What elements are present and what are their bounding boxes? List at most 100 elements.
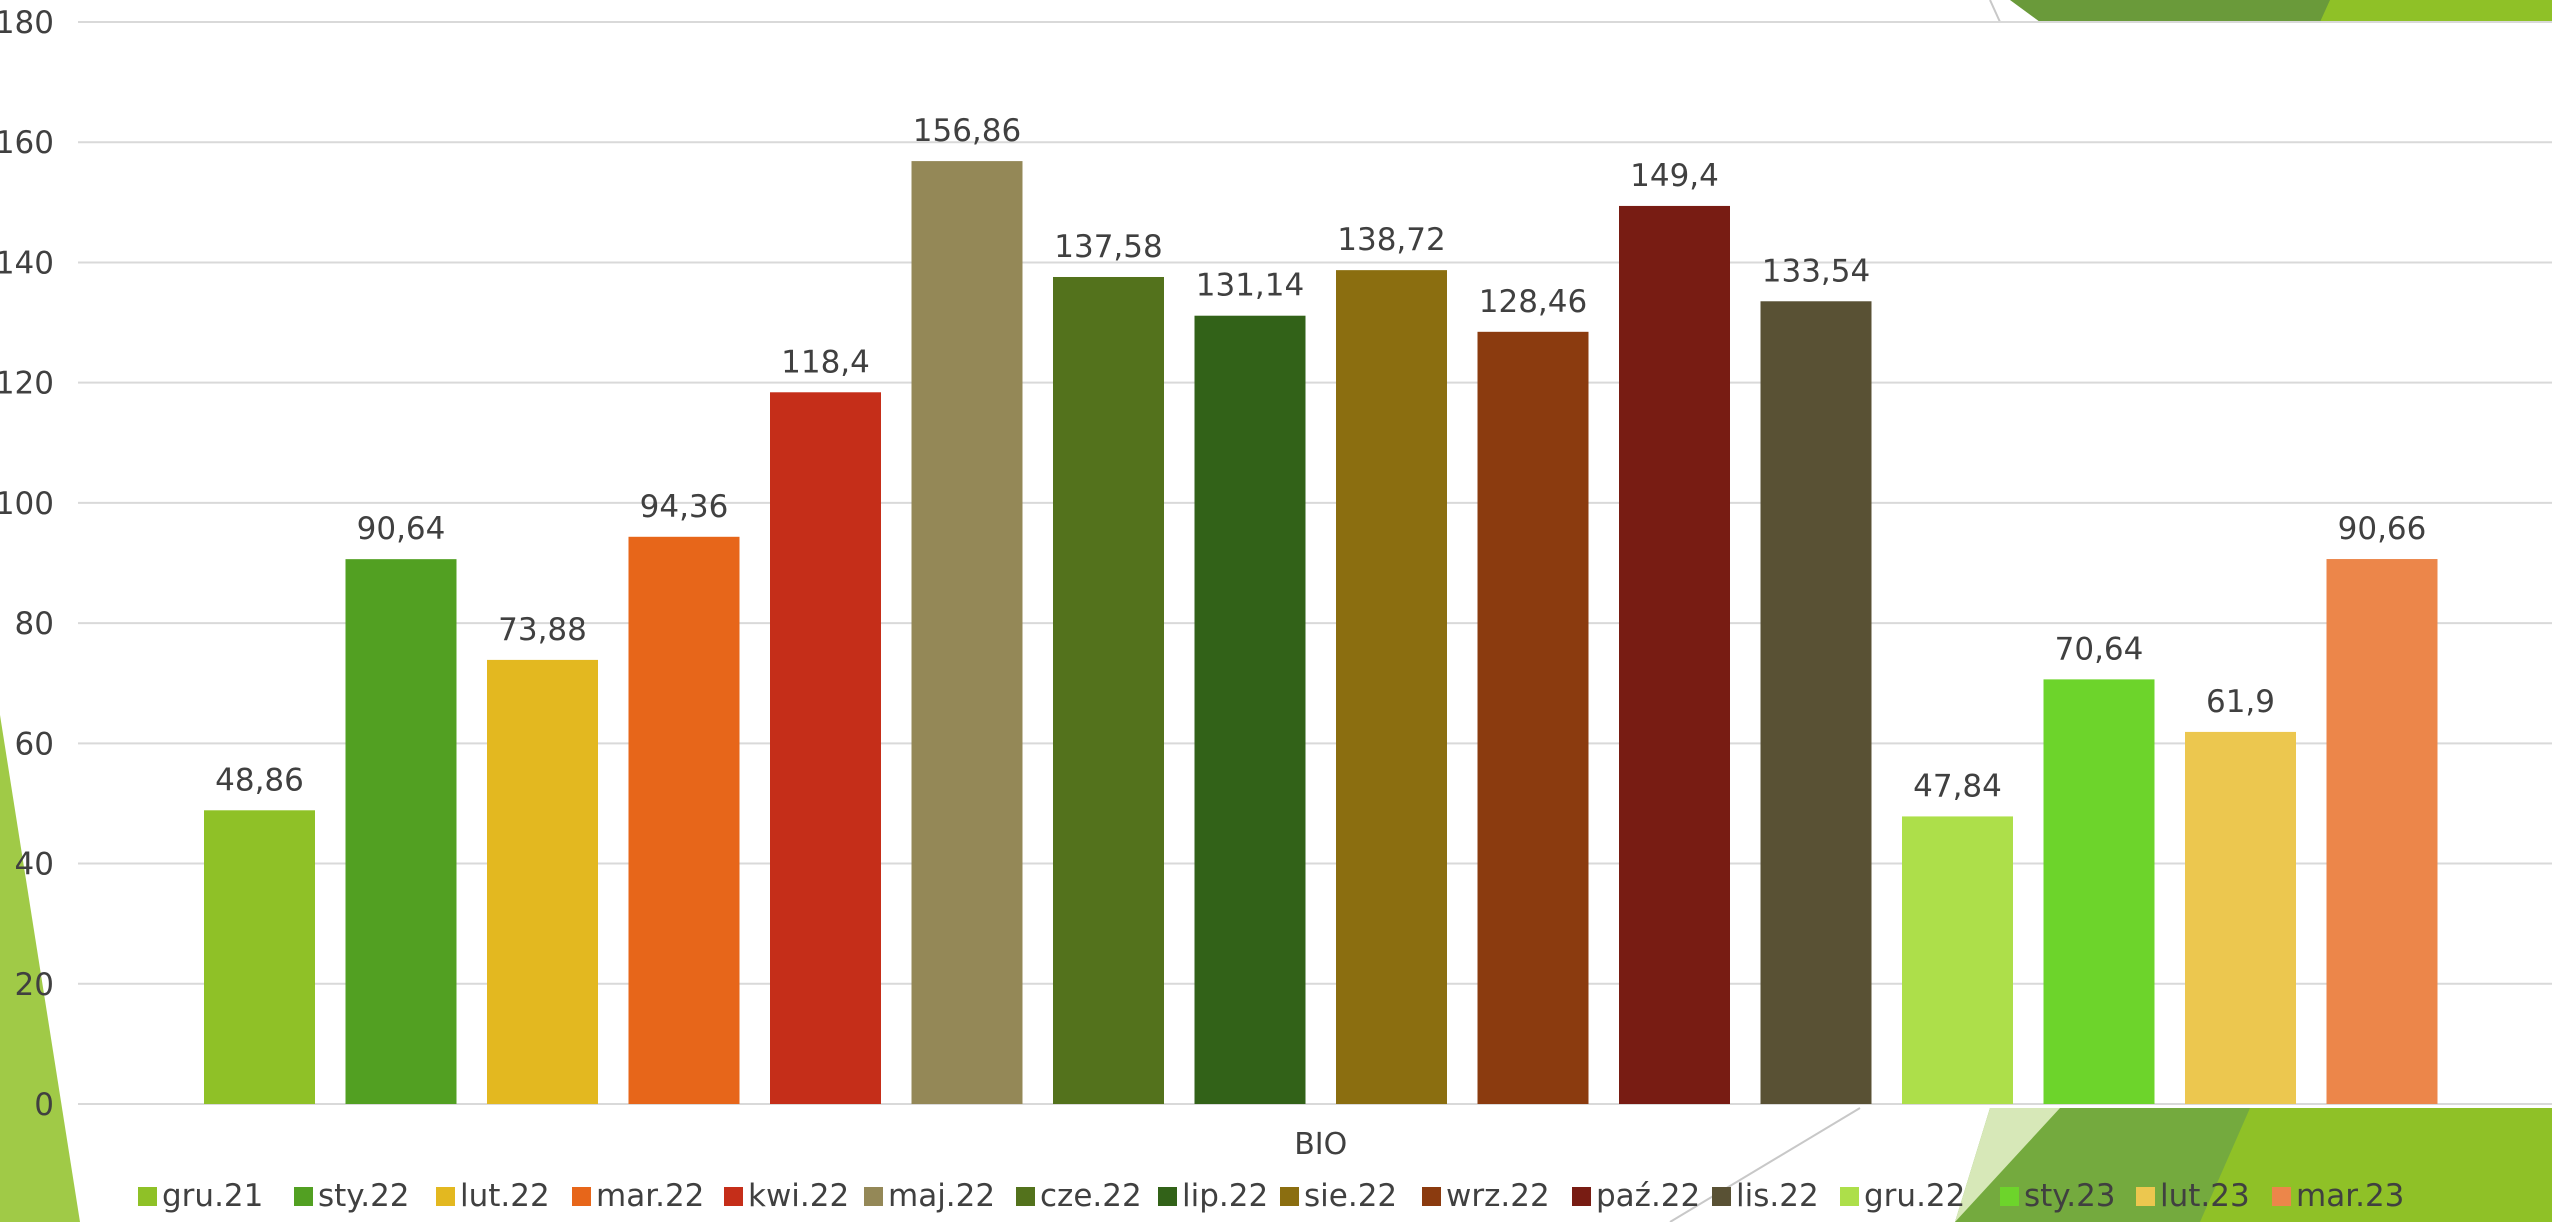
y-tick-label: 100 xyxy=(0,486,54,522)
legend-label: mar.23 xyxy=(2296,1178,2404,1214)
data-label: 94,36 xyxy=(640,489,729,525)
legend-item: mar.23 xyxy=(2272,1178,2404,1214)
legend-item: lut.23 xyxy=(2136,1178,2250,1214)
top-right-lime-shape xyxy=(2320,0,2552,22)
legend-label: gru.22 xyxy=(1864,1178,1965,1214)
bar-paź.22 xyxy=(1619,205,1730,1104)
legend-swatch xyxy=(294,1187,313,1206)
legend-swatch xyxy=(1280,1187,1299,1206)
y-tick-label: 140 xyxy=(0,245,54,281)
data-labels: 48,86 90,64 73,88 94,36 118,4 156,86 137,58 131… xyxy=(215,113,2426,804)
data-label: 70,64 xyxy=(2055,631,2144,667)
legend-label: cze.22 xyxy=(1040,1178,1142,1214)
legend-swatch xyxy=(1572,1187,1591,1206)
legend-label: lut.22 xyxy=(460,1178,550,1214)
bar-gru.22 xyxy=(1902,816,2013,1104)
legend-label: gru.21 xyxy=(162,1178,263,1214)
legend-label: kwi.22 xyxy=(748,1178,849,1214)
data-label: 131,14 xyxy=(1196,268,1304,304)
bottom-right-light-shape xyxy=(1955,1108,2060,1222)
bar-sty.22 xyxy=(345,559,457,1104)
y-tick-label: 160 xyxy=(0,125,54,161)
legend-item: sie.22 xyxy=(1280,1178,1397,1214)
bar-sie.22 xyxy=(1336,270,1447,1104)
y-tick-label: 60 xyxy=(15,726,54,762)
data-label: 90,64 xyxy=(357,511,446,547)
legend-swatch xyxy=(2136,1187,2155,1206)
legend-swatch xyxy=(1016,1187,1035,1206)
data-label: 118,4 xyxy=(781,344,870,380)
bar-lip.22 xyxy=(1194,315,1306,1104)
legend-item: sty.23 xyxy=(2000,1178,2116,1214)
legend-swatch xyxy=(864,1187,883,1206)
legend-swatch xyxy=(1422,1187,1441,1206)
legend-label: maj.22 xyxy=(888,1178,995,1214)
data-label: 138,72 xyxy=(1337,222,1445,258)
legend-item: cze.22 xyxy=(1016,1178,1142,1214)
legend-item: wrz.22 xyxy=(1422,1178,1550,1214)
legend-item: kwi.22 xyxy=(724,1178,849,1214)
legend-label: lip.22 xyxy=(1182,1178,1268,1214)
legend-swatch xyxy=(2272,1187,2291,1206)
legend-item: paź.22 xyxy=(1572,1178,1700,1214)
legend-label: sty.22 xyxy=(318,1178,410,1214)
legend-swatch xyxy=(1712,1187,1731,1206)
bar-gru.21 xyxy=(204,810,315,1104)
bar-lis.22 xyxy=(1760,301,1872,1104)
legend-swatch xyxy=(724,1187,743,1206)
data-label: 156,86 xyxy=(913,113,1021,149)
y-tick-label: 0 xyxy=(34,1087,54,1123)
legend-item: lip.22 xyxy=(1158,1178,1268,1214)
legend-label: mar.22 xyxy=(596,1178,704,1214)
legend-label: wrz.22 xyxy=(1446,1178,1550,1214)
legend-item: mar.22 xyxy=(572,1178,704,1214)
bars xyxy=(204,161,2438,1105)
legend-label: lut.23 xyxy=(2160,1178,2250,1214)
y-tick-label: 80 xyxy=(15,606,54,642)
bar-sty.23 xyxy=(2043,679,2155,1104)
legend-label: paź.22 xyxy=(1596,1178,1700,1214)
left-green-shape xyxy=(0,715,80,1222)
legend-swatch xyxy=(436,1187,455,1206)
data-label: 73,88 xyxy=(498,612,587,648)
data-label: 149,4 xyxy=(1630,158,1719,194)
top-right-line xyxy=(1989,0,2001,23)
y-axis-ticks: 0 20 40 60 80 100 120 140 160 180 xyxy=(0,5,54,1123)
legend-swatch xyxy=(138,1187,157,1206)
legend-label: lis.22 xyxy=(1736,1178,1819,1214)
bar-mar.23 xyxy=(2326,559,2438,1104)
legend-item: gru.21 xyxy=(138,1178,263,1214)
y-tick-label: 40 xyxy=(15,847,54,883)
bar-wrz.22 xyxy=(1477,331,1589,1105)
bar-cze.22 xyxy=(1053,276,1164,1104)
data-label: 133,54 xyxy=(1762,253,1870,289)
legend-item: lis.22 xyxy=(1712,1178,1819,1214)
legend-swatch xyxy=(2000,1187,2019,1206)
y-tick-label: 120 xyxy=(0,366,54,402)
legend-item: gru.22 xyxy=(1840,1178,1965,1214)
legend-label: sty.23 xyxy=(2024,1178,2116,1214)
y-tick-label: 20 xyxy=(15,967,54,1003)
y-tick-label: 180 xyxy=(0,5,54,41)
data-label: 61,9 xyxy=(2206,684,2275,720)
legend-swatch xyxy=(572,1187,591,1206)
legend-item: maj.22 xyxy=(864,1178,995,1214)
legend-item: lut.22 xyxy=(436,1178,550,1214)
category-labels: BIO xyxy=(1294,1127,1347,1162)
legend-item: sty.22 xyxy=(294,1178,410,1214)
bar-lut.22 xyxy=(487,659,598,1104)
bottom-diagonal-line xyxy=(1669,1107,1861,1222)
data-label: 47,84 xyxy=(1913,768,2002,804)
data-label: 128,46 xyxy=(1479,284,1587,320)
x-category-label: BIO xyxy=(1294,1127,1347,1162)
legend-label: sie.22 xyxy=(1304,1178,1397,1214)
bar-kwi.22 xyxy=(770,392,881,1105)
legend-swatch xyxy=(1840,1187,1859,1206)
data-label: 137,58 xyxy=(1054,229,1162,265)
bar-mar.22 xyxy=(628,536,740,1104)
data-label: 48,86 xyxy=(215,762,304,798)
bar-maj.22 xyxy=(911,161,1023,1104)
bar-lut.23 xyxy=(2185,731,2296,1104)
legend-swatch xyxy=(1158,1187,1177,1206)
